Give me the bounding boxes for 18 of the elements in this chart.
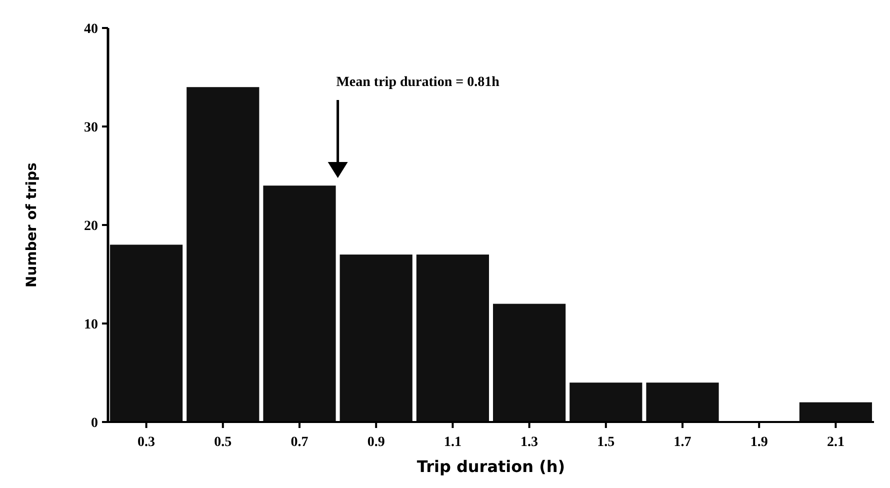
y-axis-title: Number of trips	[24, 162, 40, 288]
x-tick-label: 0.9	[367, 435, 385, 450]
x-tick-label: 2.1	[826, 435, 844, 450]
x-tick-label: 1.9	[750, 435, 768, 450]
x-tick-label: 1.1	[444, 435, 462, 450]
x-axis-title: Trip duration (h)	[416, 457, 566, 476]
y-tick-label: 10	[84, 317, 98, 332]
x-tick-label: 1.5	[597, 435, 615, 450]
x-tick-label: 0.7	[290, 435, 308, 450]
y-tick-label: 0	[91, 416, 98, 431]
x-tick-label: 1.7	[674, 435, 692, 450]
annotation: Mean trip duration = 0.81h	[336, 75, 500, 90]
x-tick-label: 0.5	[214, 435, 232, 450]
y-tick-label: 20	[84, 218, 98, 234]
y-tick-label: 40	[84, 22, 98, 37]
x-tick-label: 0.3	[138, 435, 156, 450]
y-tick-label: 30	[84, 120, 98, 136]
x-tick-label: 1.3	[520, 435, 538, 450]
